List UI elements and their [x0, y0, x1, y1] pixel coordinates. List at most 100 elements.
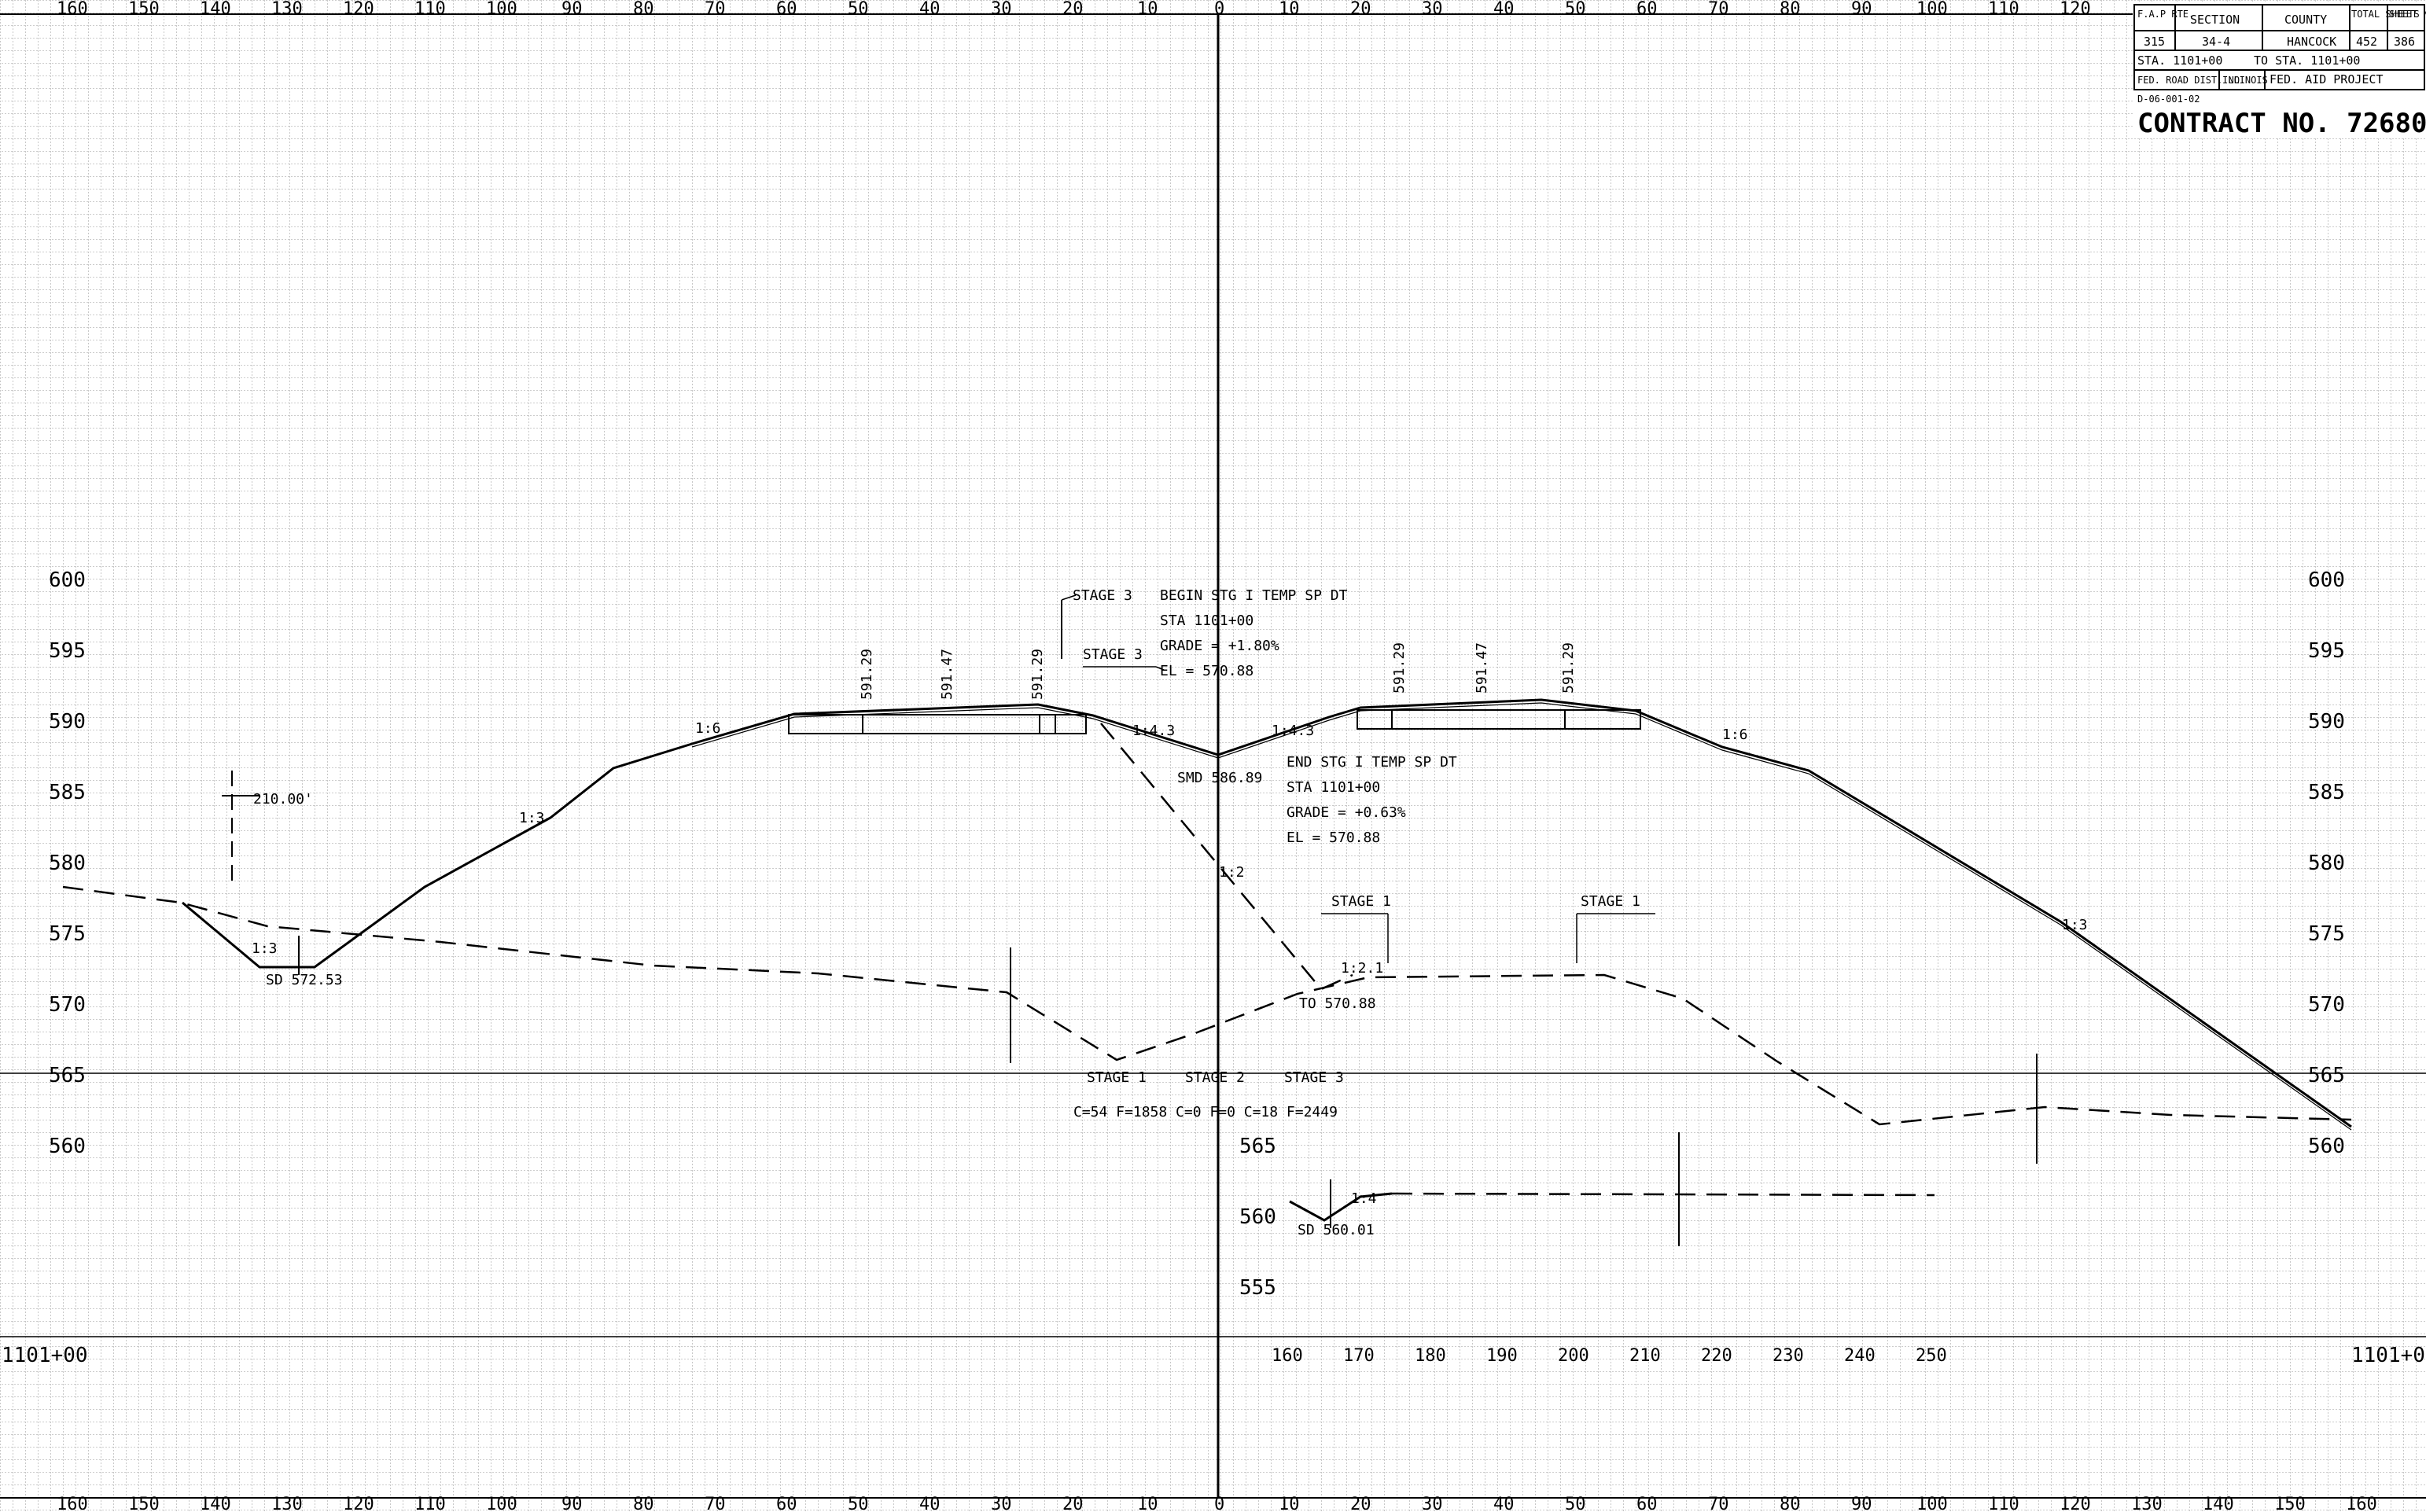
offset-label: 210.00' [253, 791, 313, 808]
inset-tick-label: 190 [1486, 1346, 1518, 1366]
begin-station-label: STA 1101+00 [1160, 613, 1253, 629]
top-tick-label: 110 [414, 0, 446, 19]
top-tick-label: 60 [776, 0, 797, 19]
elevation-label: 575 [49, 922, 86, 946]
point-elevation: 591.47 [1474, 642, 1490, 693]
inset-tick-label: 200 [1558, 1346, 1589, 1366]
bottom-tick-label: 130 [2131, 1495, 2163, 1512]
bottom-tick-label: 10 [1137, 1495, 1158, 1512]
elevation-label: 570 [2308, 993, 2345, 1017]
point-elevation: 591.29 [859, 649, 875, 700]
fed-road-dist-label: FED. ROAD DIST. NO. [2137, 75, 2245, 86]
top-tick-label: 160 [57, 0, 88, 19]
elevation-label: 565 [49, 1064, 86, 1087]
elevation-label: 585 [2308, 781, 2345, 804]
end-grade-label: GRADE = +0.63% [1287, 804, 1406, 821]
bottom-tick-label: 60 [776, 1495, 797, 1512]
bottom-tick-label: 0 [1214, 1495, 1224, 1512]
point-elevation: 591.47 [939, 649, 955, 700]
fed-aid-project-label: FED. AID PROJECT [2270, 72, 2384, 86]
top-tick-label: 30 [991, 0, 1012, 19]
stage1-label: STAGE 1 [1331, 893, 1391, 910]
contract-number: CONTRACT NO. 72680 [2137, 108, 2426, 139]
inset-tick-label: 170 [1343, 1346, 1375, 1366]
slope-labels: 1:6 1:3 1:3 1:4.3 1:4.3 1:6 1:3 1:2 1:2.… [252, 720, 2088, 1207]
top-tick-label: 20 [1062, 0, 1084, 19]
bottom-tick-label: 150 [2274, 1495, 2306, 1512]
top-tick-label: 80 [1780, 0, 1801, 19]
top-tick-label: 130 [271, 0, 303, 19]
bottom-tick-label: 90 [561, 1495, 583, 1512]
bottom-tick-label: 110 [414, 1495, 446, 1512]
station-to: TO STA. 1101+00 [2254, 53, 2360, 68]
stage3-bottom-label: STAGE 3 [1284, 1069, 1344, 1086]
elevation-label: 600 [49, 568, 86, 592]
fap-rte-label: F.A.P RTE. [2137, 9, 2194, 20]
point-elevation: 591.29 [1560, 642, 1577, 693]
elevation-label: 600 [2308, 568, 2345, 592]
inset-x-axis: 160 170 180 190 200 210 220 230 240 250 [1272, 1346, 1947, 1366]
top-tick-label: 90 [561, 0, 583, 19]
bottom-tick-label: 140 [2203, 1495, 2234, 1512]
top-tick-label: 80 [633, 0, 654, 19]
bottom-tick-label: 80 [633, 1495, 654, 1512]
bottom-tick-label: 30 [1422, 1495, 1443, 1512]
elevation-label: 560 [2308, 1135, 2345, 1158]
bottom-tick-label: 80 [1780, 1495, 1801, 1512]
stage-notes: STAGE 3 STAGE 3 BEGIN STG I TEMP SP DT S… [1073, 587, 1640, 1238]
elevation-label: 595 [2308, 639, 2345, 663]
ditch-elevation-label: SD 572.53 [266, 972, 343, 988]
elevation-label: 570 [49, 993, 86, 1017]
inset-tick-label: 180 [1415, 1346, 1446, 1366]
title-block: F.A.P RTE. 315 SECTION 34-4 COUNTY HANCO… [2133, 3, 2426, 139]
section-header: SECTION [2190, 13, 2240, 27]
inset-tick-label: 160 [1272, 1346, 1303, 1366]
right-elevation-axis: 600 595 590 585 580 575 570 565 560 [2308, 568, 2345, 1158]
inset-ditch-section [1289, 1179, 1935, 1222]
county-header: COUNTY [2284, 13, 2327, 27]
slope-label: 1:2.1 [1341, 960, 1383, 977]
end-elevation-label: EL = 570.88 [1287, 830, 1380, 846]
bottom-tick-label: 100 [1916, 1495, 1948, 1512]
slope-label: 1:6 [695, 720, 721, 737]
station-ticks [1010, 600, 2038, 1246]
left-elevation-axis: 600 595 590 585 580 575 570 565 560 [49, 568, 86, 1158]
median-elevation-label: SMD 586.89 [1177, 770, 1262, 786]
top-tick-label: 50 [848, 0, 869, 19]
slope-label: 1:6 [1722, 727, 1748, 743]
slope-label: 1:3 [519, 810, 545, 826]
bottom-tick-label: 110 [1988, 1495, 2019, 1512]
inset-tick-label: 250 [1916, 1346, 1947, 1366]
top-tick-label: 10 [1279, 0, 1300, 19]
state-label: ILLINOIS [2222, 75, 2268, 86]
inset-elevation-label: 565 [1239, 1135, 1276, 1158]
begin-elevation-label: EL = 570.88 [1160, 663, 1253, 679]
top-tick-label: 140 [200, 0, 231, 19]
elevation-label: 580 [2308, 852, 2345, 875]
bottom-tick-label: 90 [1851, 1495, 1872, 1512]
pavement-outline [788, 709, 1641, 734]
elevation-label: 575 [2308, 922, 2345, 946]
bottom-tick-label: 150 [128, 1495, 160, 1512]
bottom-tick-label: 120 [343, 1495, 374, 1512]
inset-elevation-label: 555 [1239, 1276, 1276, 1300]
point-elevation: 591.29 [1029, 649, 1046, 700]
begin-stage-label: BEGIN STG I TEMP SP DT [1160, 587, 1348, 604]
top-tick-label: 70 [1708, 0, 1729, 19]
bottom-tick-label: 10 [1279, 1495, 1300, 1512]
total-sheets-header: TOTAL SHEETS [2351, 9, 2420, 20]
top-tick-label: 100 [1916, 0, 1948, 19]
inset-elevation-axis: 565 560 555 [1239, 1135, 1276, 1300]
top-tick-label: 30 [1422, 0, 1443, 19]
station-label-left: 1101+00 [2, 1344, 88, 1367]
bottom-tick-label: 140 [200, 1495, 231, 1512]
inset-tick-label: 230 [1773, 1346, 1804, 1366]
sheet-no-value: 386 [2394, 35, 2415, 49]
elevation-label: 595 [49, 639, 86, 663]
earthwork-label: C=54 F=1858 C=0 F=0 C=18 F=2449 [1073, 1104, 1338, 1120]
inset-tick-label: 220 [1701, 1346, 1732, 1366]
stage1-bottom-label: STAGE 1 [1087, 1069, 1147, 1086]
slope-label: 1:4.3 [1272, 723, 1314, 739]
slope-label: 1:3 [2062, 917, 2088, 933]
